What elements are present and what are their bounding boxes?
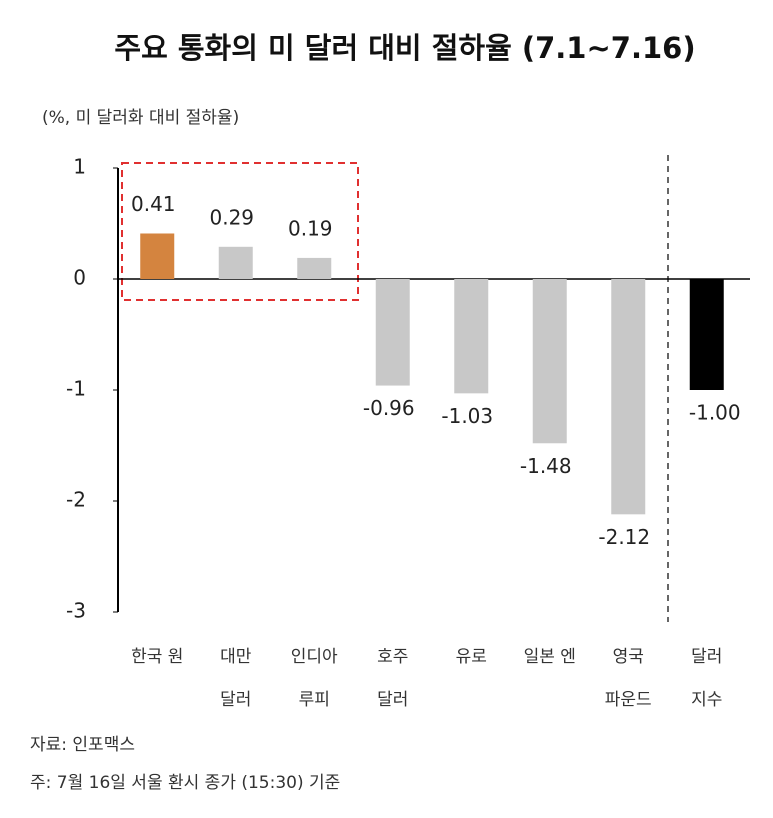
- note: 주: 7월 16일 서울 환시 종가 (15:30) 기준: [30, 773, 340, 793]
- y-tick-label: -3: [66, 599, 86, 623]
- x-tick-label: 파운드: [605, 690, 652, 710]
- x-tick-label: 루피: [299, 690, 330, 710]
- x-tick-label: 한국 원: [131, 647, 183, 667]
- y-tick-label: 0: [73, 266, 86, 290]
- x-tick-label: 일본 엔: [524, 647, 576, 667]
- value-label: -0.96: [363, 396, 415, 420]
- x-tick-label: 인디아: [291, 647, 338, 667]
- value-label: 0.41: [131, 192, 176, 216]
- value-label: 0.19: [288, 216, 333, 240]
- bar: [140, 233, 175, 279]
- chart-title: 주요 통화의 미 달러 대비 절하율 (7.1~7.16): [114, 31, 695, 65]
- highlight-box: [121, 162, 359, 301]
- x-tick-label: 대만: [220, 647, 252, 667]
- x-tick-label: 달러: [220, 690, 251, 710]
- bar: [218, 246, 253, 279]
- value-label: 0.29: [209, 205, 254, 229]
- bar: [532, 279, 567, 444]
- x-tick-label: 달러: [377, 690, 408, 710]
- y-tick-label: -2: [66, 488, 86, 512]
- bar: [611, 279, 646, 515]
- x-tick-label: 영국: [613, 647, 644, 667]
- x-tick-label: 지수: [691, 690, 722, 710]
- chart-subtitle: (%, 미 달러화 대비 절하율): [42, 108, 239, 128]
- x-tick-label: 호주: [377, 647, 408, 667]
- value-label: -1.48: [520, 454, 572, 478]
- value-label: -1.00: [689, 401, 741, 425]
- value-label: -1.03: [441, 404, 493, 428]
- y-tick-label: 1: [73, 155, 86, 179]
- bar: [689, 279, 724, 390]
- bar: [375, 279, 410, 386]
- source: 자료: 인포맥스: [30, 735, 135, 755]
- bar: [297, 257, 332, 279]
- bar: [454, 279, 489, 394]
- x-tick-label: 유로: [456, 647, 487, 667]
- value-label: -2.12: [598, 525, 650, 549]
- y-tick-label: -1: [66, 377, 86, 401]
- x-tick-label: 달러: [691, 647, 722, 667]
